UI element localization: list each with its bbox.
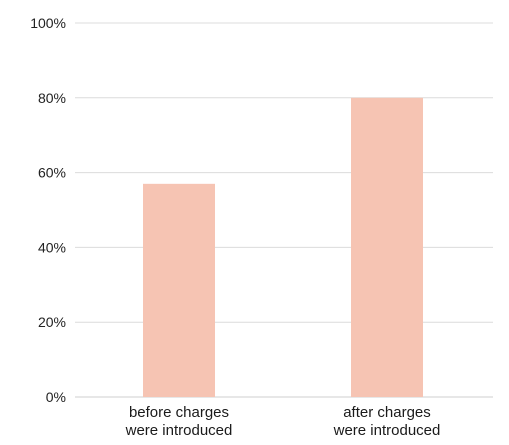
x-category-label: after charges were introduced — [333, 404, 441, 439]
y-tick-label: 0% — [46, 389, 66, 405]
bars — [143, 97, 423, 398]
x-category-label-line: were introduced — [125, 422, 233, 439]
bar-1 — [143, 183, 215, 397]
x-category-label-line: were introduced — [333, 422, 441, 439]
y-axis-ticks: 0% 20% 40% 60% 80% 100% — [30, 15, 66, 405]
bar-2 — [351, 97, 423, 398]
x-category-label-line: after charges — [343, 404, 431, 421]
x-category-label: before charges were introduced — [125, 404, 233, 439]
y-tick-label: 60% — [38, 165, 66, 181]
gridlines — [75, 22, 493, 398]
y-tick-label: 100% — [30, 15, 66, 31]
y-tick-label: 80% — [38, 90, 66, 106]
y-tick-label: 20% — [38, 314, 66, 330]
x-category-label-line: before charges — [129, 404, 229, 421]
y-tick-label: 40% — [38, 239, 66, 255]
